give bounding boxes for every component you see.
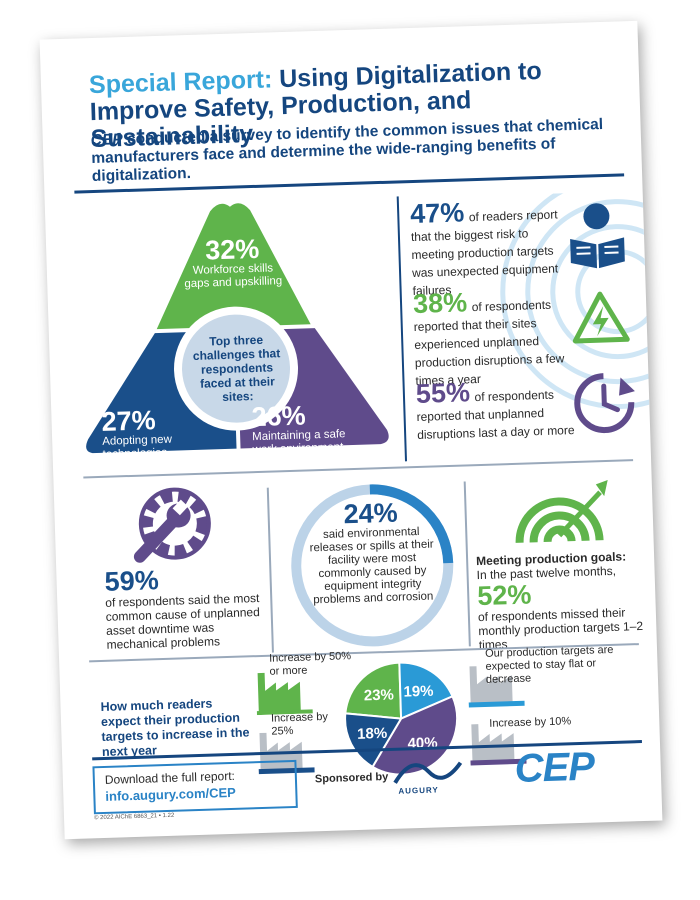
challenge-3-label: Maintaining a safe work environment (251, 428, 346, 457)
challenge-1-label: Workforce skills gaps and upskilling (184, 262, 283, 291)
stat-failures: 47% of readers report that the biggest r… (410, 195, 573, 300)
reading-person-icon (570, 203, 625, 269)
label-flat: Our production targets are expected to s… (484, 643, 614, 686)
mid-divider-right (463, 481, 471, 647)
mid-divider-left (266, 487, 274, 653)
expect-question: How much readers expect their production… (100, 696, 250, 760)
stat-environment: 24% said environmental releases or spill… (304, 497, 439, 607)
stat-environment-text: said environmental releases or spills at… (309, 525, 434, 607)
stat-duration-pct: 55% (415, 377, 471, 409)
stat-duration: 55% of respondents reported that unplann… (415, 375, 577, 444)
stat-goals: Meeting production goals: In the past tw… (476, 549, 644, 652)
clock-arrow-icon (574, 373, 635, 434)
challenge-3-pct: 26% (251, 400, 307, 433)
environment-ring (291, 484, 454, 647)
sponsored-label: Sponsored by (314, 771, 389, 786)
download-box: Download the full report: info.augury.co… (92, 759, 298, 815)
subtitle-publication: CEP (90, 131, 123, 150)
download-link[interactable]: info.augury.com/CEP (105, 784, 237, 804)
stat-disruptions: 38% of respondents reported that their s… (413, 285, 586, 390)
challenges-triangle (86, 203, 389, 454)
target-arrow-icon (515, 479, 608, 543)
challenge-2-label: Adopting new technologies (102, 433, 173, 461)
pie-label-4: 18% (357, 725, 388, 743)
challenge-2-pct: 27% (101, 405, 157, 437)
column-divider (396, 196, 408, 462)
stat-downtime: 59% of respondents said the most common … (104, 563, 267, 652)
stat-environment-pct: 24% (343, 497, 399, 530)
report-page: Special Report: Using Digitalization to … (39, 20, 663, 840)
warning-bolt-icon (572, 291, 630, 344)
challenge-3: 26% Maintaining a safe work environment (251, 399, 371, 457)
pie-label-1: 23% (364, 686, 395, 704)
pie-label-2: 19% (403, 683, 434, 701)
stat-downtime-text: of respondents said the most common caus… (105, 590, 261, 652)
augury-logo-icon (393, 761, 463, 784)
challenge-2: 27% Adopting new technologies (101, 405, 201, 462)
legal-text: © 2022 AIChE 6863_21 • 1.22 (93, 812, 175, 822)
challenge-1-pct: 32% (204, 233, 260, 266)
cep-logo: CEP (514, 744, 595, 792)
stat-disruptions-pct: 38% (412, 287, 468, 320)
factory-green-icon (256, 672, 313, 716)
challenges-center-text: Top three challenges that respondents fa… (192, 332, 281, 405)
label-ten: Increase by 10% (489, 715, 572, 730)
download-label: Download the full report: (104, 768, 236, 787)
center-disc (182, 314, 291, 423)
triangle-top-green (156, 203, 311, 330)
augury-wordmark: AUGURY (398, 785, 439, 796)
factory-blue-icon (468, 666, 525, 708)
challenge-1: 32% Workforce skills gaps and upskilling (182, 234, 284, 291)
pie-slice-2 (398, 661, 454, 721)
expectations-pie: 23% 19%40%18% (344, 661, 459, 776)
pie-slice-4 (344, 712, 403, 769)
stat-failures-pct: 47% (409, 197, 465, 230)
gear-wrench-icon (133, 487, 211, 563)
pie-slice-3 (371, 695, 459, 776)
pie-slice-1 (344, 661, 403, 720)
